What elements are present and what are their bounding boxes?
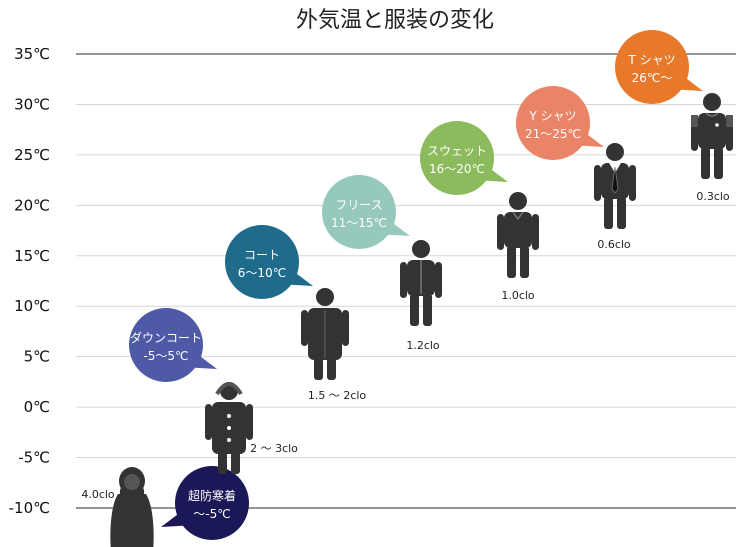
y-tick-label: 25℃ bbox=[14, 146, 50, 164]
y-tick-label: -5℃ bbox=[18, 449, 50, 467]
temperature-bubble: スウェット 16～20℃ bbox=[420, 121, 508, 195]
chart-marks: 超防寒着 ～-5℃ 4.0clo ダウンコート -5～5℃ 2 ～ 3clo コート 6～10… bbox=[81, 30, 733, 547]
clothing-name: コート bbox=[244, 248, 280, 262]
temperature-range: 26℃～ bbox=[632, 71, 673, 85]
clothing-item: コート 6～10℃ 1.5 ～ 2clo bbox=[225, 225, 366, 402]
y-tick-label: 10℃ bbox=[14, 297, 50, 315]
y-tick-label: -10℃ bbox=[9, 499, 50, 517]
clo-value: 4.0clo bbox=[81, 488, 115, 501]
clothing-name: T シャツ bbox=[627, 53, 675, 67]
temperature-range: -5～5℃ bbox=[143, 349, 188, 363]
temperature-range: ～-5℃ bbox=[193, 507, 230, 521]
clothing-item: Y シャツ 21～25℃ 0.6clo bbox=[516, 86, 636, 251]
temperature-range: 11～15℃ bbox=[331, 216, 387, 230]
temperature-bubble: T シャツ 26℃～ bbox=[615, 30, 703, 104]
y-tick-label: 5℃ bbox=[24, 348, 50, 366]
clo-value: 1.2clo bbox=[406, 339, 440, 352]
clothing-name: ダウンコート bbox=[130, 330, 202, 345]
temperature-range: 16～20℃ bbox=[429, 162, 485, 176]
clo-value: 2 ～ 3clo bbox=[250, 442, 298, 455]
person-figure-icon bbox=[400, 240, 442, 326]
clo-value: 0.6clo bbox=[597, 238, 631, 251]
clothing-item: T シャツ 26℃～ 0.3clo bbox=[615, 30, 733, 203]
temperature-range: 6～10℃ bbox=[238, 266, 286, 280]
y-tick-label: 30℃ bbox=[14, 95, 50, 113]
person-figure-icon bbox=[594, 143, 636, 229]
y-tick-label: 35℃ bbox=[14, 45, 50, 63]
clothing-item: スウェット 16～20℃ 1.0clo bbox=[420, 121, 539, 302]
clo-value: 1.5 ～ 2clo bbox=[308, 389, 367, 402]
clothing-item: 超防寒着 ～-5℃ 4.0clo bbox=[81, 466, 249, 547]
clothing-item: ダウンコート -5～5℃ 2 ～ 3clo bbox=[129, 308, 298, 474]
person-figure-icon bbox=[301, 288, 349, 380]
y-tick-label: 15℃ bbox=[14, 247, 50, 265]
clo-value: 1.0clo bbox=[501, 289, 535, 302]
person-figure-icon bbox=[497, 192, 539, 278]
y-axis-ticks: 35℃ 30℃ 25℃ 20℃ 15℃ 10℃ 5℃ 0℃ -5℃ -10℃ bbox=[9, 45, 50, 517]
temperature-bubble: コート 6～10℃ bbox=[225, 225, 313, 299]
clothing-name: フリース bbox=[335, 198, 382, 212]
chart-title: 外気温と服装の変化 bbox=[296, 8, 494, 33]
person-figure-icon bbox=[205, 382, 253, 474]
clothing-name: スウェット bbox=[427, 144, 487, 158]
clothing-name: 超防寒着 bbox=[188, 488, 236, 503]
clo-value: 0.3clo bbox=[696, 190, 730, 203]
temperature-bubble: フリース 11～15℃ bbox=[322, 175, 410, 249]
person-figure-icon bbox=[110, 467, 154, 547]
y-tick-label: 20℃ bbox=[14, 196, 50, 214]
y-tick-label: 0℃ bbox=[24, 398, 50, 416]
person-figure-icon bbox=[691, 93, 733, 179]
temperature-bubble: ダウンコート -5～5℃ bbox=[129, 308, 217, 382]
clothing-name: Y シャツ bbox=[528, 109, 576, 123]
clothing-item: フリース 11～15℃ 1.2clo bbox=[322, 175, 442, 352]
temperature-range: 21～25℃ bbox=[525, 127, 581, 141]
temperature-bubble: Y シャツ 21～25℃ bbox=[516, 86, 604, 160]
temperature-bubble: 超防寒着 ～-5℃ bbox=[161, 466, 249, 540]
